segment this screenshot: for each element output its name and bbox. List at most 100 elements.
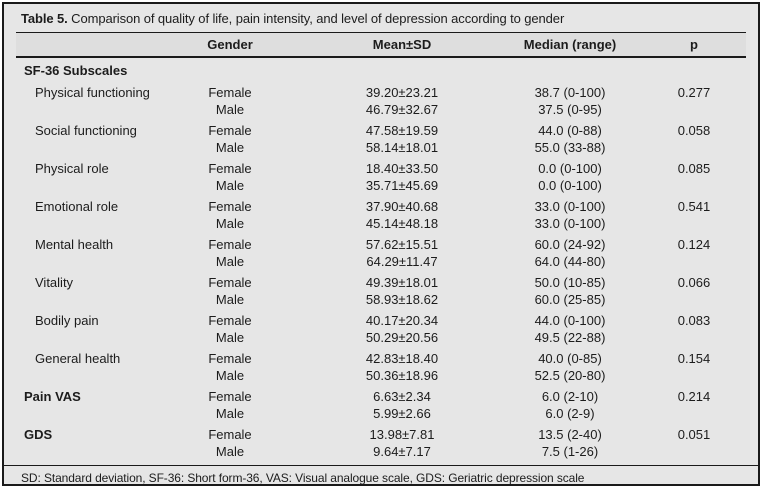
- cell-mean-sd-male: 9.64±7.17: [373, 444, 431, 459]
- cell-gender-female: Female: [208, 351, 252, 366]
- table-footnote: SD: Standard deviation, SF-36: Short for…: [4, 465, 758, 484]
- cell-mean-sd-female: 49.39±18.01: [365, 275, 439, 290]
- cell-p-value: 0.083: [677, 313, 711, 328]
- table-row-male: Male 50.36±18.96 52.5 (20-80): [16, 367, 746, 384]
- cell-gender-male: Male: [215, 216, 245, 231]
- row-label: Bodily pain: [35, 313, 99, 328]
- cell-median-range-female: 6.0 (2-10): [541, 389, 599, 404]
- cell-median-range-female: 40.0 (0-85): [538, 351, 602, 366]
- cell-median-range-female: 60.0 (24-92): [534, 237, 606, 252]
- cell-p-value: 0.541: [677, 199, 711, 214]
- cell-median-range-male: 49.5 (22-88): [534, 330, 606, 345]
- cell-median-range-male: 52.5 (20-80): [534, 368, 606, 383]
- cell-median-range-male: 6.0 (2-9): [545, 406, 595, 421]
- table-row-female: Emotional role Female 37.90±40.68 33.0 (…: [16, 198, 746, 215]
- cell-mean-sd-female: 42.83±18.40: [365, 351, 439, 366]
- row-label-spacer: [16, 139, 154, 156]
- cell-p-spacer: [642, 215, 746, 232]
- cell-p-spacer: [642, 405, 746, 422]
- cell-p-spacer: [642, 101, 746, 118]
- cell-mean-sd-female: 6.63±2.34: [373, 389, 431, 404]
- cell-mean-sd-female: 39.20±23.21: [365, 85, 439, 100]
- cell-gender-male: Male: [215, 102, 245, 117]
- cell-p-spacer: [642, 367, 746, 384]
- cell-median-range-female: 13.5 (2-40): [538, 427, 602, 442]
- cell-median-range-male: 33.0 (0-100): [534, 216, 606, 231]
- cell-mean-sd-female: 40.17±20.34: [365, 313, 439, 328]
- cell-median-range-female: 33.0 (0-100): [534, 199, 606, 214]
- row-block-physical-functioning: Physical functioning Female 39.20±23.21 …: [16, 80, 746, 118]
- cell-p-value: 0.124: [677, 237, 711, 252]
- table-row-female: Bodily pain Female 40.17±20.34 44.0 (0-1…: [16, 312, 746, 329]
- row-label: Emotional role: [35, 199, 119, 214]
- table-row-male: Male 50.29±20.56 49.5 (22-88): [16, 329, 746, 346]
- row-label-spacer: [16, 443, 154, 460]
- table-title-label: Table 5.: [21, 11, 68, 26]
- cell-gender-male: Male: [215, 444, 245, 459]
- table-row-male: Male 46.79±32.67 37.5 (0-95): [16, 101, 746, 118]
- row-label-spacer: [16, 253, 154, 270]
- cell-median-range-female: 44.0 (0-100): [534, 313, 606, 328]
- row-block-physical-role: Physical role Female 18.40±33.50 0.0 (0-…: [16, 156, 746, 194]
- cell-median-range-male: 37.5 (0-95): [538, 102, 602, 117]
- table-row-male: Male 58.14±18.01 55.0 (33-88): [16, 139, 746, 156]
- cell-mean-sd-male: 50.36±18.96: [365, 368, 439, 383]
- table-header-row: Gender Mean±SD Median (range) p: [16, 33, 746, 56]
- cell-p-value: 0.058: [677, 123, 711, 138]
- cell-mean-sd-female: 47.58±19.59: [365, 123, 439, 138]
- cell-gender-male: Male: [215, 140, 245, 155]
- table-row-female: General health Female 42.83±18.40 40.0 (…: [16, 350, 746, 367]
- column-header-median-range: Median (range): [523, 37, 617, 52]
- cell-p-spacer: [642, 253, 746, 270]
- table-row-male: Male 45.14±48.18 33.0 (0-100): [16, 215, 746, 232]
- row-block-pain-vas: Pain VAS Female 6.63±2.34 6.0 (2-10) 0.2…: [16, 384, 746, 422]
- column-header-mean-sd: Mean±SD: [372, 37, 432, 52]
- row-label: Vitality: [35, 275, 74, 290]
- row-label: Social functioning: [35, 123, 137, 138]
- cell-gender-male: Male: [215, 406, 245, 421]
- cell-median-range-female: 38.7 (0-100): [534, 85, 606, 100]
- table-row-male: Male 5.99±2.66 6.0 (2-9): [16, 405, 746, 422]
- row-block-gds: GDS Female 13.98±7.81 13.5 (2-40) 0.051 …: [16, 422, 746, 460]
- cell-median-range-male: 0.0 (0-100): [538, 178, 602, 193]
- cell-median-range-male: 64.0 (44-80): [534, 254, 606, 269]
- cell-gender-female: Female: [208, 123, 252, 138]
- cell-mean-sd-male: 50.29±20.56: [365, 330, 439, 345]
- cell-p-spacer: [642, 139, 746, 156]
- table-row-female: Pain VAS Female 6.63±2.34 6.0 (2-10) 0.2…: [16, 388, 746, 405]
- table-title-text: Comparison of quality of life, pain inte…: [71, 11, 565, 26]
- row-label: Physical functioning: [35, 85, 150, 100]
- cell-gender-female: Female: [208, 237, 252, 252]
- row-label-spacer: [16, 329, 154, 346]
- cell-gender-male: Male: [215, 330, 245, 345]
- cell-gender-female: Female: [208, 161, 252, 176]
- row-block-vitality: Vitality Female 49.39±18.01 50.0 (10-85)…: [16, 270, 746, 308]
- cell-median-range-male: 55.0 (33-88): [534, 140, 606, 155]
- cell-median-range-female: 50.0 (10-85): [534, 275, 606, 290]
- row-label-spacer: [16, 215, 154, 232]
- row-block-mental-health: Mental health Female 57.62±15.51 60.0 (2…: [16, 232, 746, 270]
- cell-p-spacer: [642, 443, 746, 460]
- row-label-spacer: [16, 177, 154, 194]
- cell-median-range-female: 44.0 (0-88): [538, 123, 602, 138]
- table-row-male: Male 9.64±7.17 7.5 (1-26): [16, 443, 746, 460]
- cell-mean-sd-male: 58.93±18.62: [365, 292, 439, 307]
- cell-gender-female: Female: [208, 389, 252, 404]
- table-row-male: Male 58.93±18.62 60.0 (25-85): [16, 291, 746, 308]
- cell-p-spacer: [642, 329, 746, 346]
- table-body: SF-36 Subscales Physical functioning Fem…: [16, 58, 746, 460]
- cell-mean-sd-male: 35.71±45.69: [365, 178, 439, 193]
- cell-p-spacer: [642, 177, 746, 194]
- cell-mean-sd-female: 37.90±40.68: [365, 199, 439, 214]
- table-row-female: Physical role Female 18.40±33.50 0.0 (0-…: [16, 160, 746, 177]
- row-label: General health: [35, 351, 121, 366]
- row-label: Physical role: [35, 161, 109, 176]
- cell-mean-sd-male: 64.29±11.47: [366, 254, 438, 269]
- row-label: GDS: [24, 427, 53, 442]
- cell-p-value: 0.214: [677, 389, 711, 404]
- table-row-male: Male 35.71±45.69 0.0 (0-100): [16, 177, 746, 194]
- cell-p-value: 0.066: [677, 275, 711, 290]
- cell-gender-male: Male: [215, 254, 245, 269]
- table-row-female: Physical functioning Female 39.20±23.21 …: [16, 84, 746, 101]
